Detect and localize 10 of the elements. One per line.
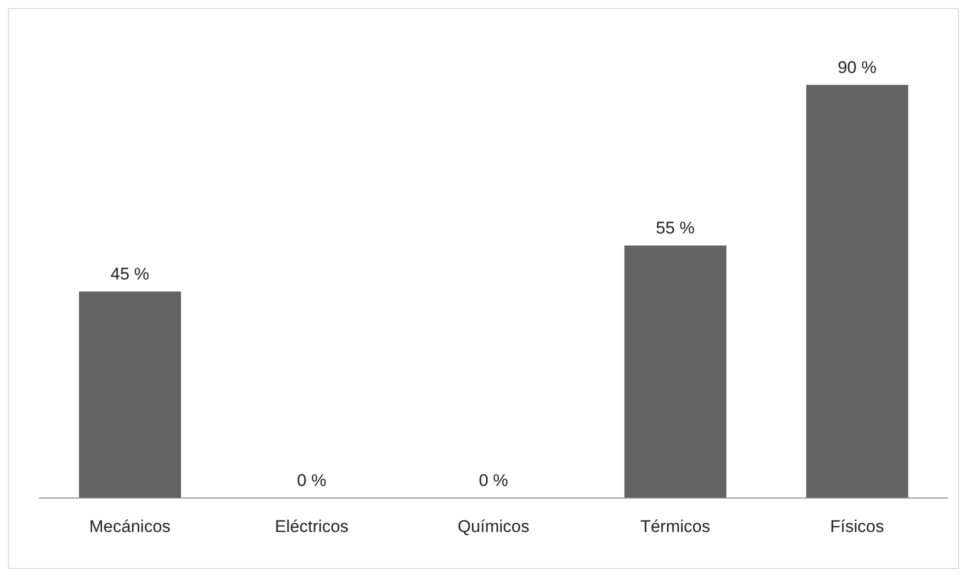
data-label: 0 % bbox=[478, 471, 508, 490]
data-label: 0 % bbox=[297, 471, 326, 490]
data-label: 55 % bbox=[656, 218, 695, 238]
data-label: 45 % bbox=[110, 264, 150, 284]
x-tick-label: Mecánicos bbox=[89, 517, 171, 536]
x-tick-label: Térmicos bbox=[640, 517, 710, 536]
data-label: 90 % bbox=[838, 58, 876, 77]
x-tick-label: Físicos bbox=[830, 517, 884, 536]
x-tick-label: Químicos bbox=[458, 517, 530, 536]
x-tick-label: Eléctricos bbox=[274, 517, 349, 536]
